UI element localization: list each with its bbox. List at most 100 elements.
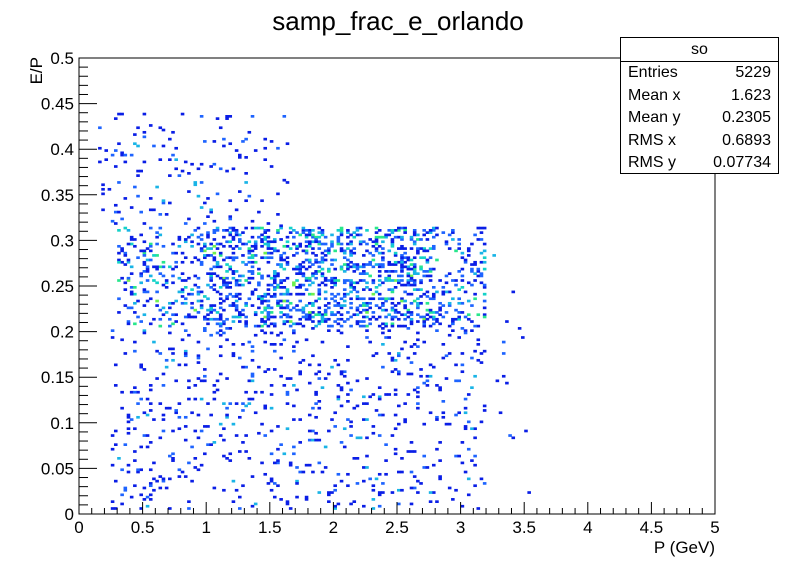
heatmap-cell — [222, 279, 226, 282]
heatmap-cell — [457, 238, 461, 241]
heatmap-cell — [419, 281, 423, 285]
heatmap-cell — [257, 283, 261, 287]
heatmap-cell — [393, 452, 398, 456]
heatmap-cell — [263, 299, 268, 303]
heatmap-cell — [355, 229, 360, 232]
heatmap-cell — [479, 251, 484, 255]
heatmap-cell — [352, 313, 357, 317]
heatmap-cell — [285, 263, 290, 266]
heatmap-cell — [276, 484, 280, 488]
heatmap-cell — [174, 260, 178, 264]
heatmap-cell — [479, 226, 484, 230]
heatmap-cell — [435, 258, 439, 262]
heatmap-cell — [190, 306, 194, 310]
heatmap-cell — [298, 322, 302, 326]
heatmap-cell — [403, 306, 407, 310]
heatmap-cell — [400, 267, 404, 271]
heatmap-cell — [377, 434, 382, 437]
heatmap-cell — [393, 260, 398, 264]
heatmap-cell — [387, 352, 392, 355]
heatmap-cell — [339, 226, 344, 230]
heatmap-cell — [362, 240, 366, 244]
heatmap-cell — [422, 324, 427, 328]
heatmap-cell — [482, 267, 487, 271]
heatmap-cell — [253, 311, 258, 314]
heatmap-cell — [298, 263, 302, 266]
heatmap-cell — [438, 301, 442, 305]
heatmap-cell — [250, 372, 255, 376]
heatmap-cell — [282, 322, 287, 326]
heatmap-cell — [276, 425, 280, 428]
heatmap-cell — [133, 427, 137, 431]
heatmap-cell — [215, 226, 220, 230]
heatmap-cell — [234, 292, 239, 296]
heatmap-cell — [266, 242, 271, 246]
heatmap-cell — [272, 279, 277, 282]
heatmap-cell — [416, 390, 420, 394]
y-tick-label: 0.2 — [50, 323, 74, 342]
heatmap-cell — [327, 491, 331, 494]
heatmap-cell — [416, 301, 420, 305]
heatmap-cell — [447, 247, 452, 250]
heatmap-cell — [206, 308, 210, 312]
heatmap-cell — [381, 308, 385, 312]
heatmap-cell — [206, 443, 210, 446]
heatmap-cell — [327, 329, 331, 332]
heatmap-cell — [416, 386, 420, 389]
heatmap-cell — [193, 457, 198, 460]
heatmap-cell — [371, 254, 376, 257]
y-tick-label: 0.5 — [50, 49, 74, 68]
heatmap-cell — [238, 311, 242, 314]
heatmap-cell — [317, 363, 322, 367]
heatmap-cell — [441, 400, 446, 403]
heatmap-cell — [145, 413, 150, 417]
heatmap-cell — [260, 238, 264, 241]
heatmap-cell — [365, 324, 369, 328]
heatmap-cell — [377, 279, 382, 282]
heatmap-cell — [228, 304, 233, 307]
heatmap-cell — [148, 208, 153, 212]
heatmap-cell — [187, 379, 191, 383]
x-tick-label: 1 — [201, 518, 210, 537]
heatmap-cell — [228, 459, 233, 462]
heatmap-cell — [225, 263, 229, 266]
heatmap-cell — [209, 286, 213, 289]
heatmap-cell — [148, 258, 153, 262]
heatmap-cell — [126, 427, 131, 431]
heatmap-cell — [269, 406, 274, 410]
heatmap-cell — [419, 288, 423, 291]
heatmap-cell — [269, 311, 274, 314]
heatmap-cell — [320, 229, 325, 232]
heatmap-cell — [339, 372, 344, 376]
heatmap-cell — [247, 251, 252, 255]
heatmap-cell — [333, 299, 337, 303]
heatmap-cell — [323, 304, 328, 307]
heatmap-cell — [250, 504, 255, 508]
heatmap-cell — [171, 274, 175, 278]
heatmap-cell — [126, 320, 131, 323]
heatmap-cell — [218, 167, 223, 171]
heatmap-cell — [346, 418, 350, 421]
heatmap-cell — [272, 461, 277, 465]
heatmap-cell — [390, 238, 395, 241]
heatmap-cell — [323, 283, 328, 287]
stats-row-mean-y: Mean y 0.2305 — [621, 107, 778, 130]
heatmap-cell — [327, 247, 331, 250]
heatmap-cell — [257, 295, 261, 298]
heatmap-cell — [263, 306, 268, 310]
heatmap-cell — [238, 297, 242, 301]
heatmap-cell — [431, 311, 436, 314]
heatmap-cell — [177, 235, 182, 239]
heatmap-cell — [377, 324, 382, 328]
heatmap-cell — [466, 477, 471, 481]
heatmap-cell — [225, 457, 229, 460]
heatmap-cell — [368, 260, 372, 264]
heatmap-cell — [466, 247, 471, 250]
heatmap-cell — [266, 260, 271, 264]
heatmap-cell — [276, 231, 280, 234]
heatmap-cell — [342, 299, 347, 303]
heatmap-cell — [390, 229, 395, 232]
heatmap-cell — [241, 402, 245, 405]
heatmap-cell — [365, 286, 369, 289]
heatmap-cell — [250, 265, 255, 269]
